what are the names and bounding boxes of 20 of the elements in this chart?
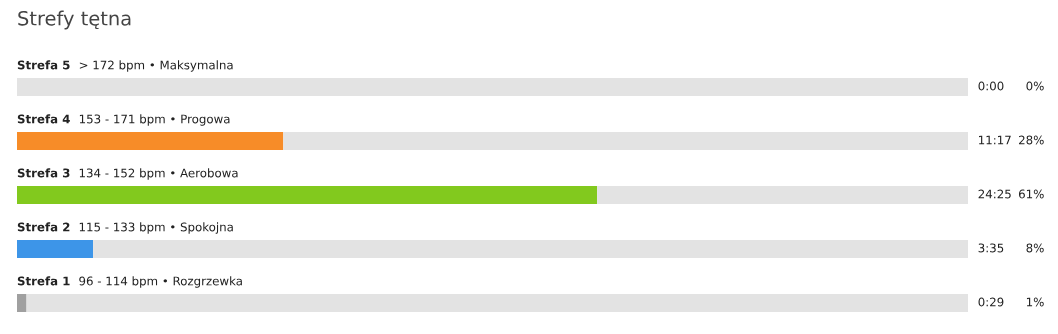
bar [17, 240, 94, 258]
total-label: 11:17 28% [979, 135, 1044, 145]
bar [93, 240, 968, 258]
bar [17, 186, 598, 204]
text: 0:00 0% [978, 81, 1044, 91]
bar [283, 132, 968, 150]
y-tick-label: Strefa 5 > 172 bpm • Maksymalna [17, 60, 233, 72]
y-tick-label: Strefa 1 96 - 114 bpm • Rozgrzewka [17, 276, 242, 288]
y-tick-label: Strefa 3 134 - 152 bpm • Aerobowa [17, 168, 238, 180]
y-tick-label: Strefa 2 115 - 133 bpm • Spokojna [17, 222, 233, 234]
y-tick-label: Strefa 4 153 - 171 bpm • Progowa [17, 114, 230, 126]
bar [17, 132, 284, 150]
chart-title: Strefy tętna [18, 10, 131, 30]
total-label: 24:25 61% [978, 189, 1044, 199]
bar [597, 186, 968, 204]
text: 3:35 8% [978, 243, 1044, 253]
bar [17, 294, 27, 312]
bar [26, 294, 968, 312]
bar [17, 78, 968, 96]
text: 0:29 1% [978, 297, 1044, 307]
